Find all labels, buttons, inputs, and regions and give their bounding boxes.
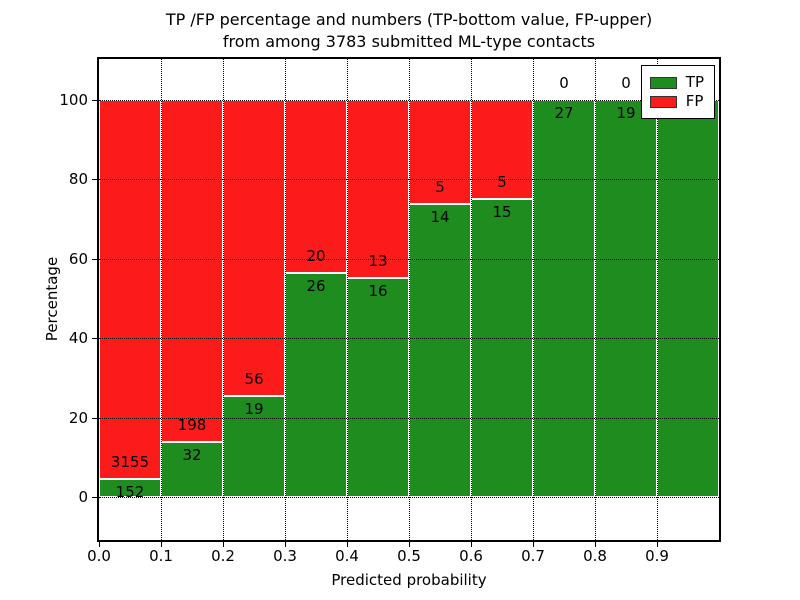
tp-bar-segment	[471, 199, 533, 497]
tp-bar-segment	[161, 441, 223, 497]
x-tick-label: 0.7	[521, 547, 545, 565]
tp-bar-segment	[533, 100, 595, 497]
y-tick-label: 20	[68, 408, 88, 427]
chart-title: TP /FP percentage and numbers (TP-bottom…	[99, 9, 719, 53]
bars-layer	[99, 59, 719, 540]
legend-entry-tp: TP	[649, 73, 704, 91]
x-axis-label: Predicted probability	[331, 571, 487, 589]
fp-count-label: 20	[306, 246, 326, 265]
tp-count-label: 27	[554, 104, 574, 122]
fp-count-label: 56	[244, 370, 264, 389]
x-tick-label: 0.1	[149, 547, 173, 565]
tp-bar-segment	[595, 100, 657, 497]
x-tick-label: 0.6	[459, 547, 483, 565]
y-tick-label: 0	[78, 488, 88, 506]
y-tick-mark	[92, 417, 97, 419]
y-tick-mark	[92, 338, 97, 340]
chart-title-line2: from among 3783 submitted ML-type contac…	[222, 32, 596, 51]
x-tick-label: 0.4	[335, 547, 359, 565]
y-tick-mark	[92, 100, 97, 101]
tp-count-label: 16	[368, 281, 388, 300]
x-tick-mark	[161, 542, 162, 547]
legend-entry-fp: FP	[649, 92, 704, 110]
tp-count-label: 19	[244, 400, 264, 419]
fp-count-label: 5	[497, 173, 507, 192]
tp-color-swatch	[649, 76, 677, 89]
x-tick-mark	[657, 542, 658, 547]
x-tick-mark	[409, 542, 410, 547]
fp-color-swatch	[649, 95, 677, 108]
legend-label-fp: FP	[685, 92, 704, 110]
legend: TP FP	[640, 65, 715, 119]
plot-area: 315515219832561920261316514515027019011 …	[97, 57, 721, 542]
x-tick-mark	[595, 542, 596, 547]
tp-count-label: 19	[616, 104, 636, 122]
fp-bar-segment	[285, 100, 347, 273]
x-tick-label: 0.9	[645, 547, 669, 565]
fp-bar-segment	[99, 100, 161, 479]
x-tick-mark	[223, 542, 224, 547]
x-tick-mark	[99, 542, 100, 547]
y-tick-label: 80	[68, 170, 88, 189]
x-tick-label: 0.0	[87, 547, 111, 565]
y-tick-mark	[92, 179, 97, 181]
x-tick-label: 0.3	[273, 547, 297, 565]
x-tick-mark	[347, 542, 348, 547]
y-tick-mark	[92, 497, 97, 498]
x-tick-label: 0.2	[211, 547, 235, 565]
tp-count-label: 14	[430, 208, 450, 227]
fp-count-label: 13	[368, 251, 388, 270]
fp-count-label: 0	[559, 74, 569, 92]
y-tick-label: 60	[68, 249, 88, 268]
fp-count-label: 0	[621, 74, 631, 92]
fp-bar-segment	[161, 100, 223, 442]
tp-count-label: 26	[306, 276, 326, 295]
y-tick-label: 40	[68, 329, 88, 348]
tp-count-label: 15	[492, 203, 512, 222]
x-tick-mark	[533, 542, 534, 547]
tp-count-label: 32	[182, 445, 202, 464]
fp-count-label: 5	[435, 178, 445, 197]
fp-count-label: 198	[177, 415, 207, 434]
x-tick-mark	[285, 542, 286, 547]
x-tick-label: 0.8	[583, 547, 607, 565]
legend-label-tp: TP	[685, 73, 704, 91]
tp-bar-segment	[409, 204, 471, 497]
y-tick-label: 100	[59, 91, 88, 109]
x-tick-label: 0.5	[397, 547, 421, 565]
y-tick-mark	[92, 258, 97, 260]
tp-count-label: 152	[115, 482, 145, 501]
value-labels-layer: 315515219832561920261316514515027019011	[99, 59, 719, 540]
x-tick-mark	[471, 542, 472, 547]
tp-bar-segment	[99, 478, 161, 497]
fp-count-label: 3155	[110, 452, 150, 471]
chart-title-line1: TP /FP percentage and numbers (TP-bottom…	[165, 10, 653, 29]
